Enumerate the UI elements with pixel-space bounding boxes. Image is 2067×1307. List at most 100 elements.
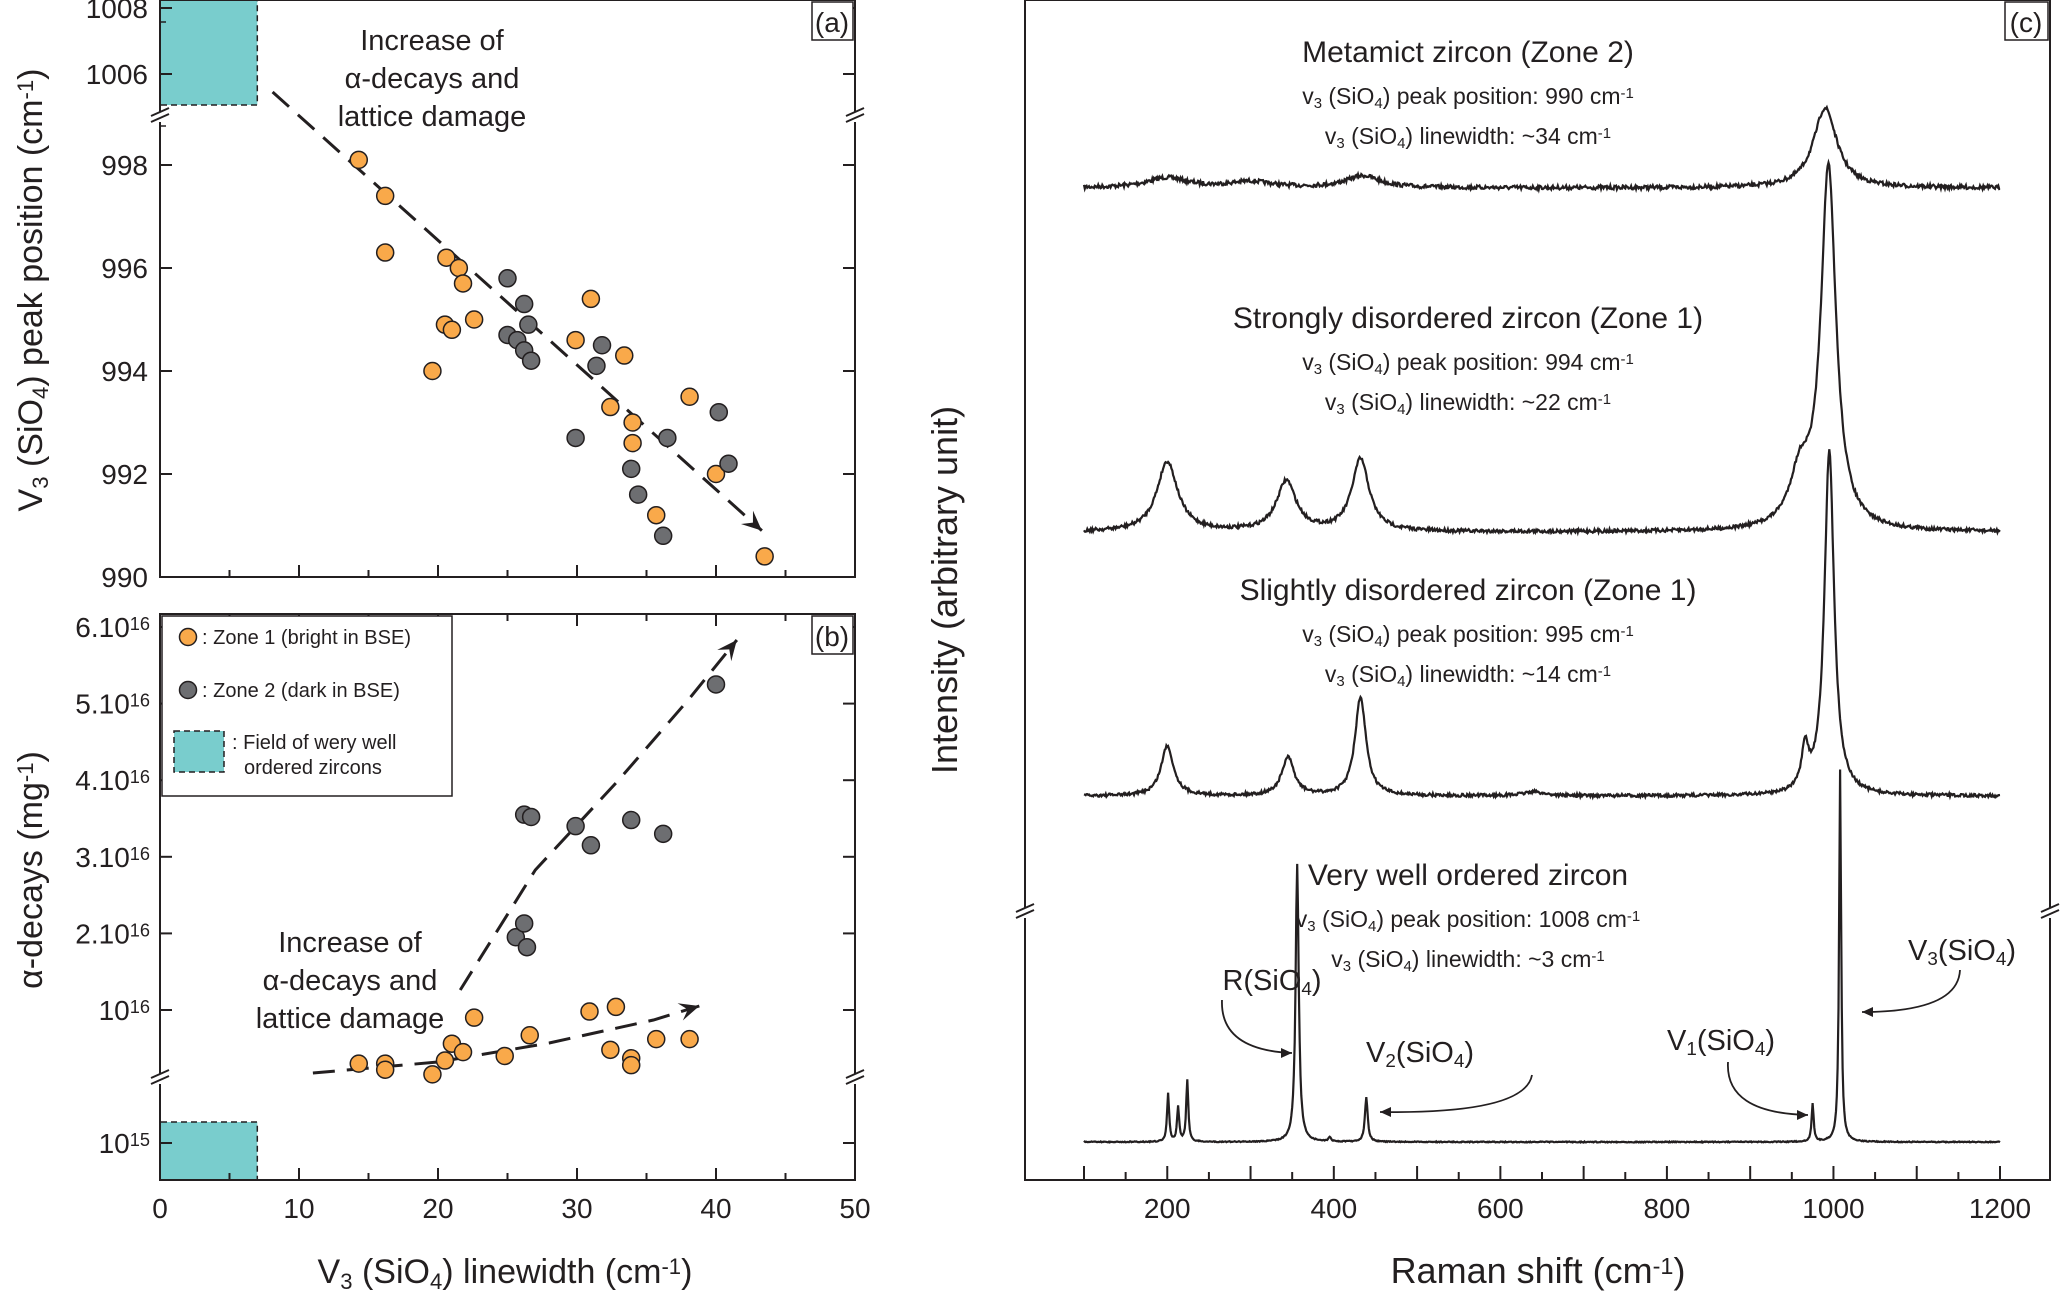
zone2-point [521, 351, 541, 370]
legend-label-zone2: : Zone 2 (dark in BSE) [202, 680, 400, 702]
zone2-point [514, 294, 534, 314]
zone1-point [349, 150, 369, 170]
y-tick-label: 994 [101, 356, 148, 387]
zone2-point [592, 336, 612, 355]
zone1-point [615, 346, 634, 365]
zone1-point [423, 1065, 442, 1084]
x-tick-label: 1200 [1969, 1193, 2031, 1224]
legend: : Zone 1 (bright in BSE): Zone 2 (dark i… [161, 615, 453, 797]
y-tick-label: 990 [101, 562, 148, 593]
axis-break [845, 1069, 865, 1079]
well-ordered-field [161, 1122, 258, 1179]
x-tick-label: 0 [152, 1193, 168, 1224]
peak-arrow-v2-head [1380, 1107, 1391, 1117]
x-tick-label: 400 [1310, 1193, 1357, 1224]
zone1-point [646, 505, 666, 525]
y-tick-label: 996 [101, 253, 148, 284]
trend-arrow-zone1-head [677, 1003, 700, 1021]
y-axis-label: α-decays (mg-1) [12, 751, 50, 989]
plot-frame [1024, 0, 2051, 1181]
zone1-point [375, 186, 395, 206]
trend-arrow-zone1 [312, 1004, 700, 1075]
spectrum-peak-position: v3 (SiO4) peak position: 995 cm-1 [1302, 621, 1634, 650]
peak-label-v1: V1(SiO4) [1667, 1025, 1775, 1059]
zone2-point [653, 526, 673, 546]
y-tick-label: 1016 [99, 995, 150, 1026]
axis-break [2040, 903, 2060, 913]
zone1-point [349, 1054, 369, 1073]
spectrum-peak-position: v3 (SiO4) peak position: 1008 cm-1 [1296, 906, 1640, 935]
panel-b: 1015 1016 2.1016 3.1016 4.1016 5.1016 6.1016 0 1… [12, 612, 871, 1294]
zone2-point [658, 428, 677, 448]
x-tick-label: 200 [1144, 1193, 1191, 1224]
spectrum-title: Very well ordered zircon [1308, 859, 1628, 892]
y-tick-label: 5.1016 [75, 689, 150, 720]
x-axis-label: Raman shift (cm-1) [1391, 1250, 1686, 1291]
peak-label-v3: V3(SiO4) [1908, 935, 2016, 969]
x-tick-label: 50 [839, 1193, 870, 1224]
x-tick-label: 1000 [1802, 1193, 1864, 1224]
panel-label-box [2004, 1, 2049, 41]
y-tick-label: 6.1016 [75, 612, 150, 643]
spectrum-peak-position: v3 (SiO4) peak position: 994 cm-1 [1302, 349, 1634, 378]
panel-label-box [811, 615, 854, 655]
peak-arrow-v2 [1379, 1074, 1533, 1113]
y-axis-label: Intensity (arbitrary unit) [924, 406, 965, 774]
zone1-point [423, 361, 442, 381]
spectrum-metamict [1082, 104, 2001, 194]
zone2-point [514, 914, 534, 933]
spectrum-strongly-disordered [1083, 158, 2001, 537]
legend-marker-zone2 [178, 680, 198, 700]
zone1-point [520, 1026, 539, 1045]
panel-label: (b) [815, 621, 849, 652]
x-tick-label: 10 [283, 1193, 314, 1224]
spectrum-title: Metamict zircon (Zone 2) [1302, 36, 1634, 69]
panel-a: 990 992 994 996 998 1006 1008 (a) Increase of α-d… [12, 0, 865, 593]
zone2-point [706, 675, 726, 694]
axis-break [150, 113, 170, 123]
annotation-text: α-decays and [263, 965, 438, 997]
zone2-point [521, 807, 541, 827]
zone2-point [621, 810, 641, 830]
zone1-point [435, 1051, 455, 1070]
peak-arrow-r [1221, 999, 1293, 1054]
spectrum-well-ordered [1083, 769, 2001, 1144]
zone1-point [623, 413, 642, 432]
zone1-point [680, 387, 699, 406]
zone2-point [581, 836, 601, 855]
axis-break [150, 107, 170, 117]
trend-arrow-zone2 [458, 639, 739, 991]
panel-c: 200 400 600 800 1000 1200 (c) Metamict zircon (… [924, 0, 2060, 1291]
panel-label: (c) [2010, 7, 2043, 38]
legend-label-field: : Field of wery well [232, 732, 397, 754]
y-tick-label: 2.1016 [75, 918, 150, 949]
y-tick-label: 4.1016 [75, 765, 150, 796]
zone1-point [646, 1029, 666, 1049]
zone1-point [375, 1060, 395, 1079]
y-tick-label: 1006 [86, 59, 148, 90]
zone1-point [680, 1029, 699, 1049]
zone1-point [623, 433, 642, 453]
zone1-point [621, 1055, 641, 1075]
x-tick-label: 30 [561, 1193, 592, 1224]
trend-arrow-zone2-head [717, 640, 737, 662]
legend-label-field: ordered zircons [244, 757, 382, 779]
zone2-point [519, 315, 538, 334]
spectrum-linewidth: v3 (SiO4) linewidth: ~34 cm-1 [1325, 123, 1611, 152]
zone2-point [628, 485, 648, 504]
annotation-text: Increase of [278, 927, 422, 959]
field-border [161, 1121, 259, 1179]
zone2-point [719, 454, 738, 473]
zone1-point [580, 1002, 599, 1021]
zone1-point [375, 243, 395, 262]
x-tick-label: 600 [1477, 1193, 1524, 1224]
zone1-point [453, 274, 473, 293]
axis-break [845, 107, 865, 117]
zone1-point [706, 464, 726, 484]
zone1-point [601, 1040, 620, 1060]
zone2-point [566, 428, 585, 448]
x-tick-label: 40 [700, 1193, 731, 1224]
legend-marker-field [173, 730, 225, 773]
trend-arrow [271, 90, 763, 532]
zone1-point [566, 330, 585, 350]
